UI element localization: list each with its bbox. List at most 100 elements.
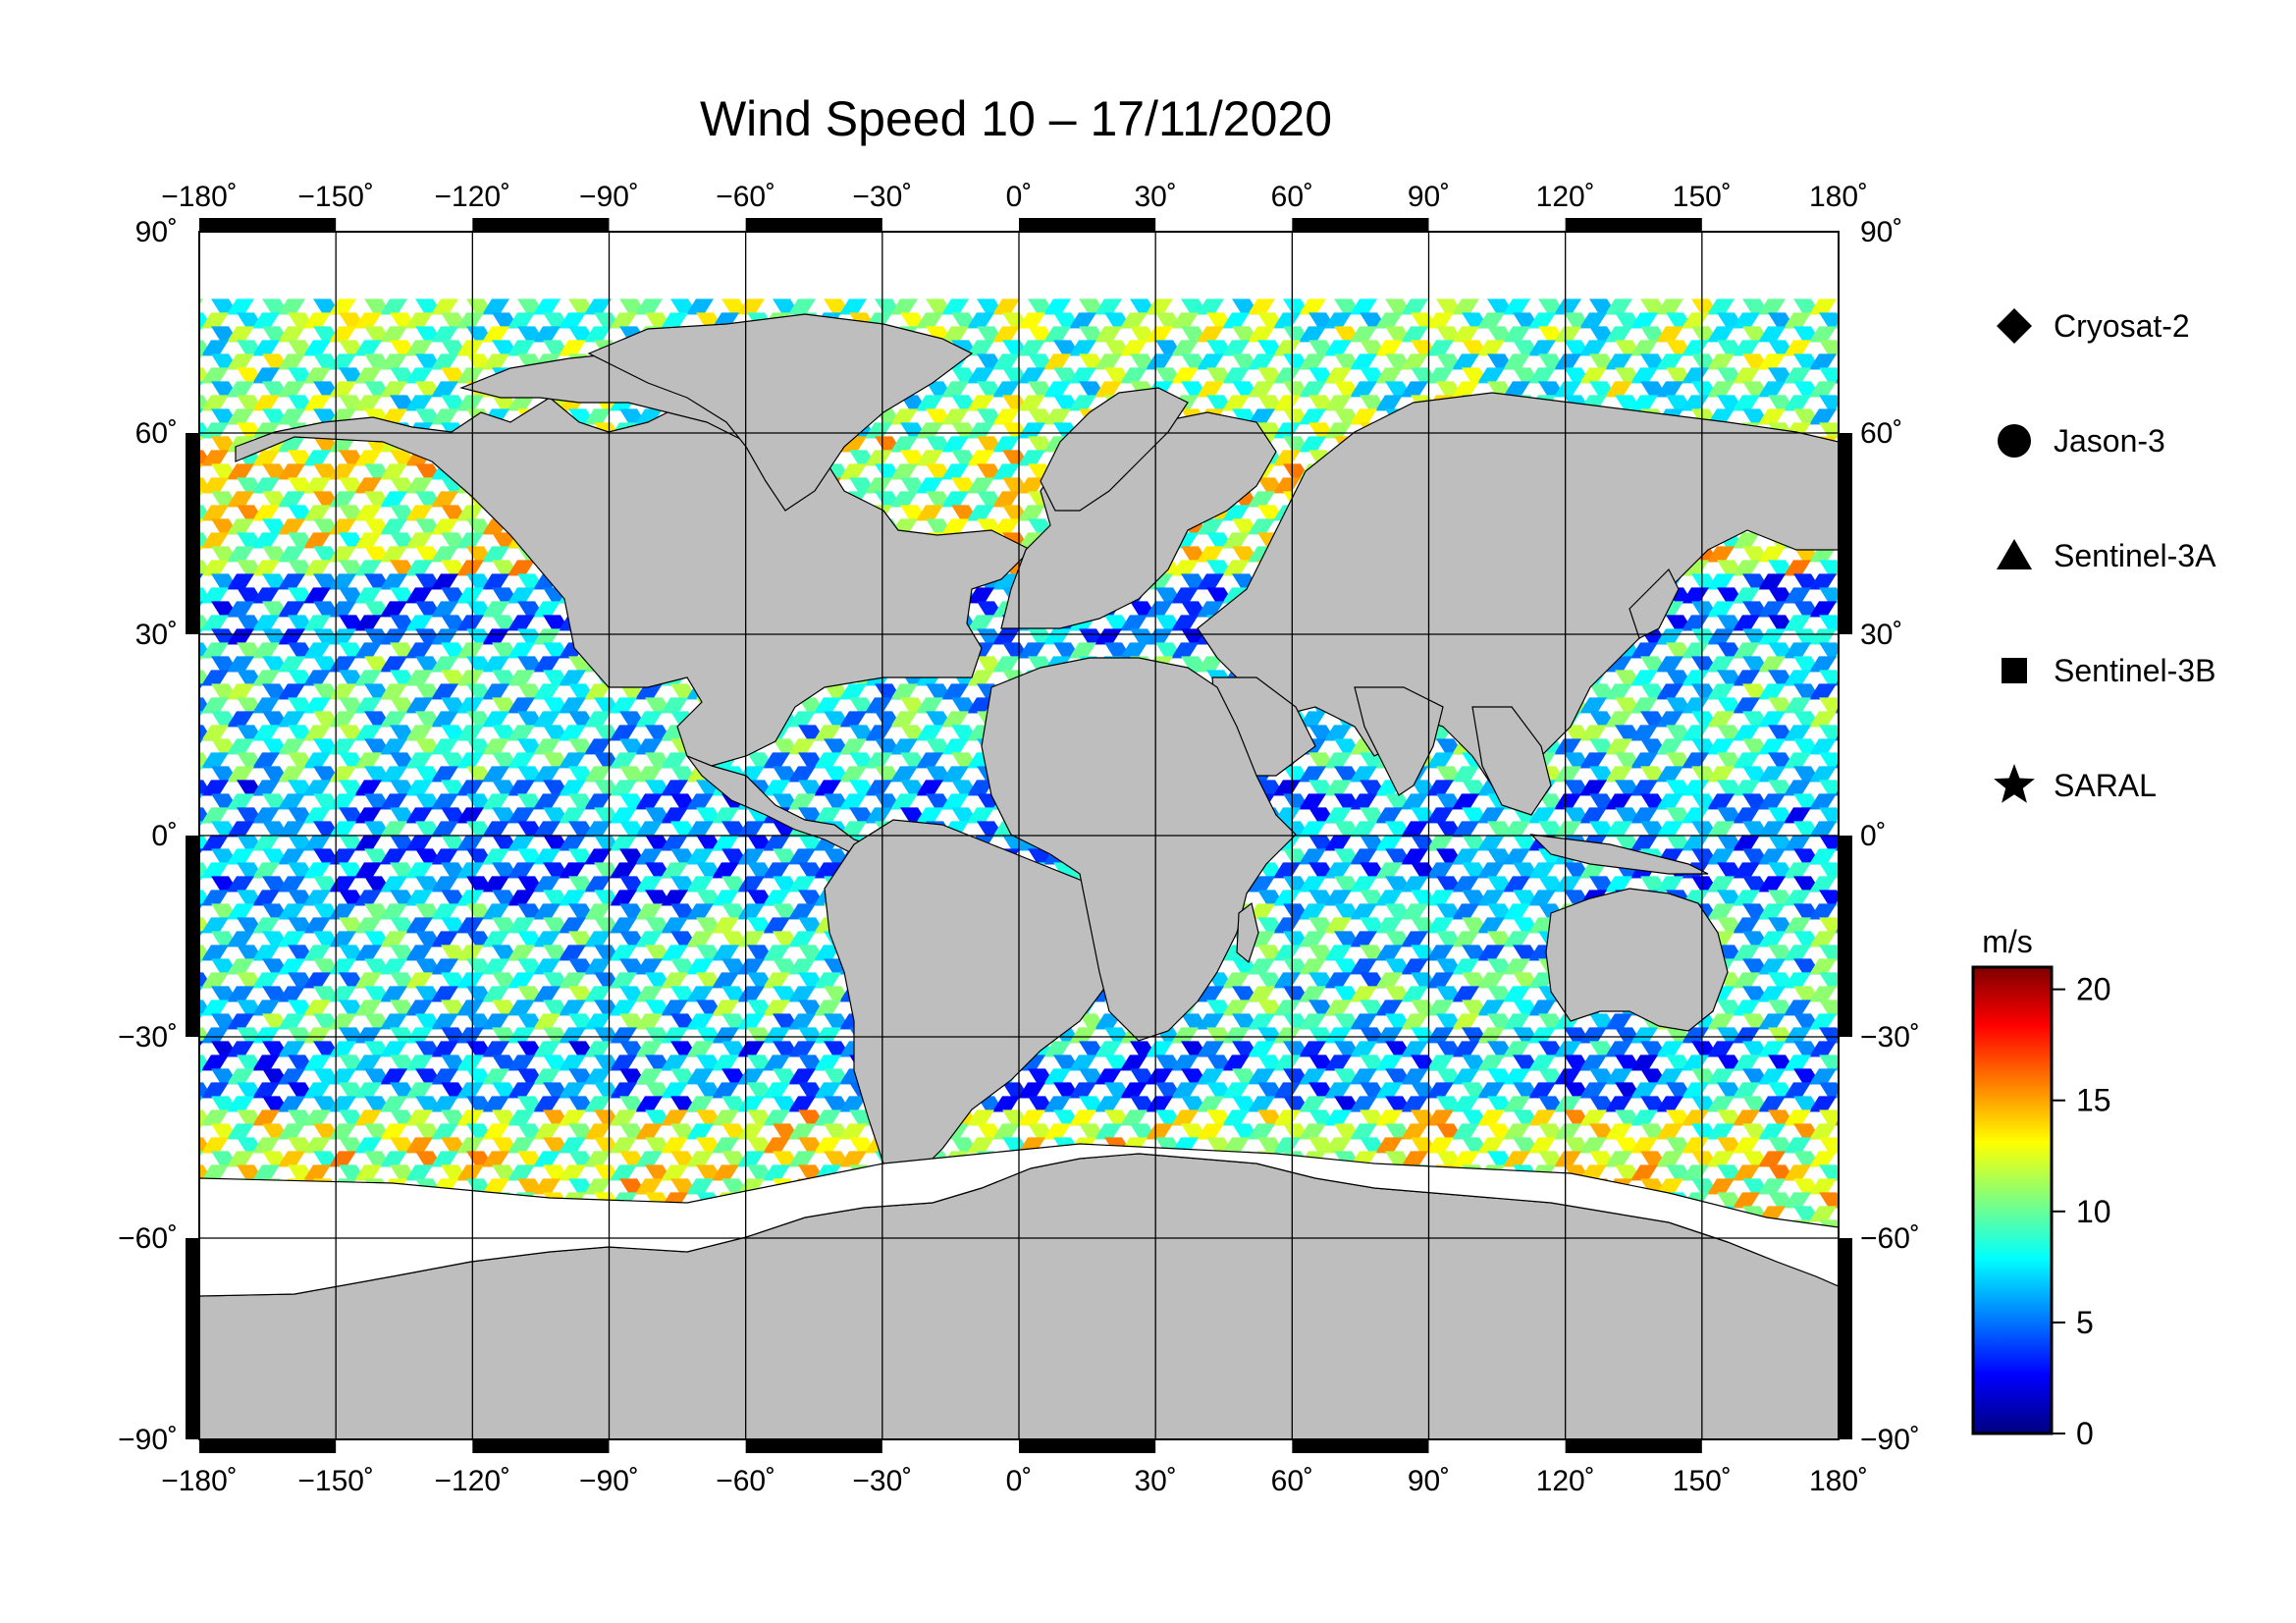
swath-cell — [1401, 1123, 1428, 1140]
swath-cell — [1605, 876, 1632, 893]
swath-cell — [507, 972, 535, 989]
swath-cell — [1758, 353, 1786, 370]
swath-cell — [380, 821, 407, 838]
swath-cell — [1860, 1178, 1888, 1194]
swath-cell — [431, 1123, 458, 1140]
swath-cell — [405, 752, 433, 769]
swath-cell — [1426, 807, 1454, 824]
swath-cell — [1784, 1109, 1811, 1126]
swath-cell — [160, 656, 187, 672]
swath-cell — [1375, 367, 1403, 384]
swath-cell — [456, 780, 484, 796]
swath-cell — [252, 1137, 280, 1154]
swath-cell — [1477, 1027, 1505, 1044]
swath-cell — [559, 972, 586, 989]
swath-cell — [150, 972, 178, 988]
swath-cell — [1299, 381, 1326, 398]
lon-tick-label: −180˚ — [161, 1465, 238, 1497]
swath-cell — [1579, 780, 1607, 796]
swath-cell — [1248, 491, 1275, 508]
frame-bar-top — [472, 218, 610, 232]
swath-cell — [278, 1123, 305, 1140]
swath-cell — [763, 862, 790, 879]
swath-cell — [456, 312, 484, 329]
swath-cell — [456, 945, 484, 961]
swath-cell — [1350, 903, 1377, 920]
swath-cell — [227, 793, 254, 810]
swath-cell — [1350, 931, 1377, 947]
swath-cell — [1273, 972, 1301, 989]
frame-bar-bottom — [745, 1439, 882, 1453]
swath-cell — [1605, 1013, 1632, 1030]
swath-cell — [227, 766, 254, 783]
swath-cell — [916, 450, 943, 466]
swath-cell — [941, 738, 969, 755]
swath-cell — [1375, 972, 1403, 989]
swath-cell — [1819, 340, 1839, 356]
lat-tick-label: −60˚ — [1860, 1222, 1920, 1255]
swath-cell — [431, 628, 458, 645]
swath-cell — [1784, 972, 1811, 989]
swath-cell — [1860, 738, 1888, 754]
swath-cell — [1197, 326, 1224, 343]
swath-cell — [1707, 381, 1735, 398]
swath-cell — [1503, 931, 1530, 947]
swath-cell — [150, 670, 178, 685]
swath-cell — [1860, 601, 1888, 617]
swath-cell — [1844, 1096, 1872, 1111]
swath-cell — [160, 491, 187, 507]
swath-cell — [1146, 1096, 1173, 1112]
swath-cell — [559, 1164, 586, 1181]
swath-cell — [1299, 876, 1326, 893]
swath-cell — [380, 353, 407, 370]
swath-cell — [1870, 890, 1897, 905]
swath-cell — [1248, 1096, 1275, 1112]
swath-cell — [482, 546, 509, 563]
swath-cell — [992, 381, 1020, 398]
swath-cell — [1222, 587, 1250, 604]
swath-cell — [150, 1082, 178, 1098]
swath-cell — [1350, 1041, 1377, 1057]
swath-cell — [1554, 793, 1581, 810]
lat-tick-labels-left: −90˚−60˚−30˚0˚30˚60˚90˚ — [118, 216, 178, 1456]
swath-cell — [278, 793, 305, 810]
swath-cell — [1375, 807, 1403, 824]
swath-cell — [1579, 1137, 1607, 1154]
swath-cell — [1784, 862, 1811, 879]
swath-cell — [533, 326, 561, 343]
swath-cell — [686, 1151, 714, 1167]
swath-cell — [1733, 340, 1760, 356]
swath-cell — [482, 1151, 509, 1167]
swath-cell — [1630, 697, 1658, 714]
swath-cell — [1069, 1027, 1096, 1044]
swath-cell — [354, 1055, 382, 1071]
swath-cell — [1809, 738, 1837, 755]
lon-tick-label: −120˚ — [435, 1465, 511, 1497]
swath-cell — [482, 738, 509, 755]
swath-cell — [890, 766, 918, 783]
swath-cell — [160, 601, 187, 617]
swath-cell — [1844, 1123, 1872, 1139]
swath-cell — [686, 1068, 714, 1085]
swath-cell — [252, 422, 280, 439]
graticule — [199, 232, 1839, 1439]
swath-cell — [380, 491, 407, 508]
swath-cell — [661, 917, 688, 934]
swath-cell — [1477, 890, 1505, 906]
swath-cell — [1043, 298, 1071, 315]
swath-cell — [1809, 876, 1837, 893]
swath-cell — [941, 408, 969, 425]
swath-cell — [839, 1123, 867, 1140]
swath-cell — [482, 353, 509, 370]
swath-cell — [1043, 1096, 1071, 1112]
swath-cell — [890, 711, 918, 728]
swath-cell — [482, 711, 509, 728]
swath-cell — [1043, 1068, 1071, 1085]
swath-cell — [1503, 1096, 1530, 1112]
swath-cell — [763, 1164, 790, 1181]
swath-cell — [967, 395, 994, 411]
swath-cell — [278, 408, 305, 425]
swath-cell — [201, 367, 229, 384]
swath-cell — [1656, 628, 1683, 645]
